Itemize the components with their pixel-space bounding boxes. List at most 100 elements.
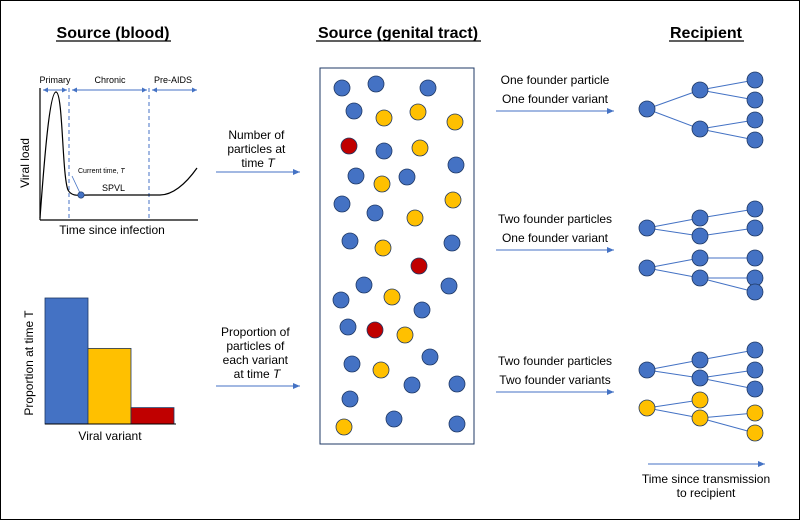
genital-tract-box [319,67,475,445]
tree-branch [699,79,756,91]
scenario-1-line2: One founder variant [502,92,609,106]
tree-node [746,219,764,237]
tree-node [638,361,656,379]
viral-load-ylabel: Viral load [18,138,32,188]
virus-particle [366,204,384,222]
tree-node [638,259,656,277]
virus-particle [383,288,401,306]
tree-node [691,391,709,409]
tree-node [638,100,656,118]
scenario-2: Two founder particles One founder varian… [496,212,614,253]
virus-particle [375,142,393,160]
tree-node [746,200,764,218]
virus-particle [355,276,373,294]
tree-node [746,249,764,267]
tree-node [746,404,764,422]
tree-node [746,131,764,149]
tree-branch [646,217,701,229]
proportion-arrow-label: Proportion of particles of each variant … [221,325,293,381]
particle-pool [332,75,466,436]
phase-label-primary: Primary [40,75,71,85]
tree-node [746,361,764,379]
tree-branch [699,412,756,419]
count-arrow-label: Number of particles at time T [227,128,288,170]
tree-node [691,81,709,99]
tree-branch [646,369,701,379]
scenario-2-line1: Two founder particles [498,212,612,226]
tree-node [691,227,709,245]
tree-node [691,209,709,227]
viral-load-curve [39,91,198,219]
virus-particle [413,301,431,319]
tree-branch [699,227,756,237]
tree-node [746,424,764,442]
tree-node [691,269,709,287]
virus-particle [333,195,351,213]
header-source-blood: Source (blood) [57,25,170,42]
recipient-trees [638,71,764,442]
virus-particle [372,361,390,379]
tree-node [691,351,709,369]
virus-particle [448,415,466,433]
spvl-label: SPVL [102,183,125,193]
tree-node [691,369,709,387]
variant-bar [130,407,175,425]
tree-branch [699,369,756,379]
time-label-line2: to recipient [677,486,736,500]
virus-particle [367,75,385,93]
phase-label-pre-aids: Pre-AIDS [154,75,192,85]
virus-particle [421,348,439,366]
variant-bars [44,297,175,425]
virus-particle [385,410,403,428]
virus-particle [419,79,437,97]
tree-branch [646,399,701,409]
virus-particle [340,137,358,155]
current-time-marker [77,191,85,199]
scenario-3-line2: Two founder variants [499,373,610,387]
virus-particle [333,79,351,97]
tree-node [746,341,764,359]
tree-node [638,219,656,237]
virus-particle [375,109,393,127]
virus-particle [410,257,428,275]
virus-particle [341,390,359,408]
virus-particle [447,156,465,174]
virus-particle [409,103,427,121]
virus-particle [443,234,461,252]
phase-label-chronic: Chronic [94,75,126,85]
virus-particle [411,139,429,157]
viral-load-plot: Viral load Time since infection Primary … [18,75,198,237]
header-source-genital: Source (genital tract) [318,25,478,42]
tree-branch [699,208,756,219]
tree-branch [646,227,701,237]
tree-node [691,249,709,267]
variant-bar [87,347,132,425]
tree-branch [699,89,756,101]
virus-particle [403,376,421,394]
tree-branch [699,349,756,361]
virus-particle [339,318,357,336]
scenario-1: One founder particle One founder variant [496,73,614,114]
tree-branch [646,359,701,371]
tree-branch [646,108,701,130]
virus-particle [446,113,464,131]
virus-particle [440,277,458,295]
virus-particle [343,355,361,373]
tree-branch [646,267,701,279]
scenario-2-line2: One founder variant [502,231,609,245]
tree-branch [699,377,756,390]
scenario-3-line1: Two founder particles [498,354,612,368]
virus-particle [345,102,363,120]
tree-branch [646,407,701,419]
tree-branch [699,128,756,141]
tree-node [691,120,709,138]
variant-xlabel: Viral variant [78,429,142,443]
virus-particle [444,191,462,209]
tree-branch [646,257,701,269]
scenario-1-line1: One founder particle [501,73,610,87]
virus-particle [406,209,424,227]
virus-particle [335,418,353,436]
virus-particle [373,175,391,193]
